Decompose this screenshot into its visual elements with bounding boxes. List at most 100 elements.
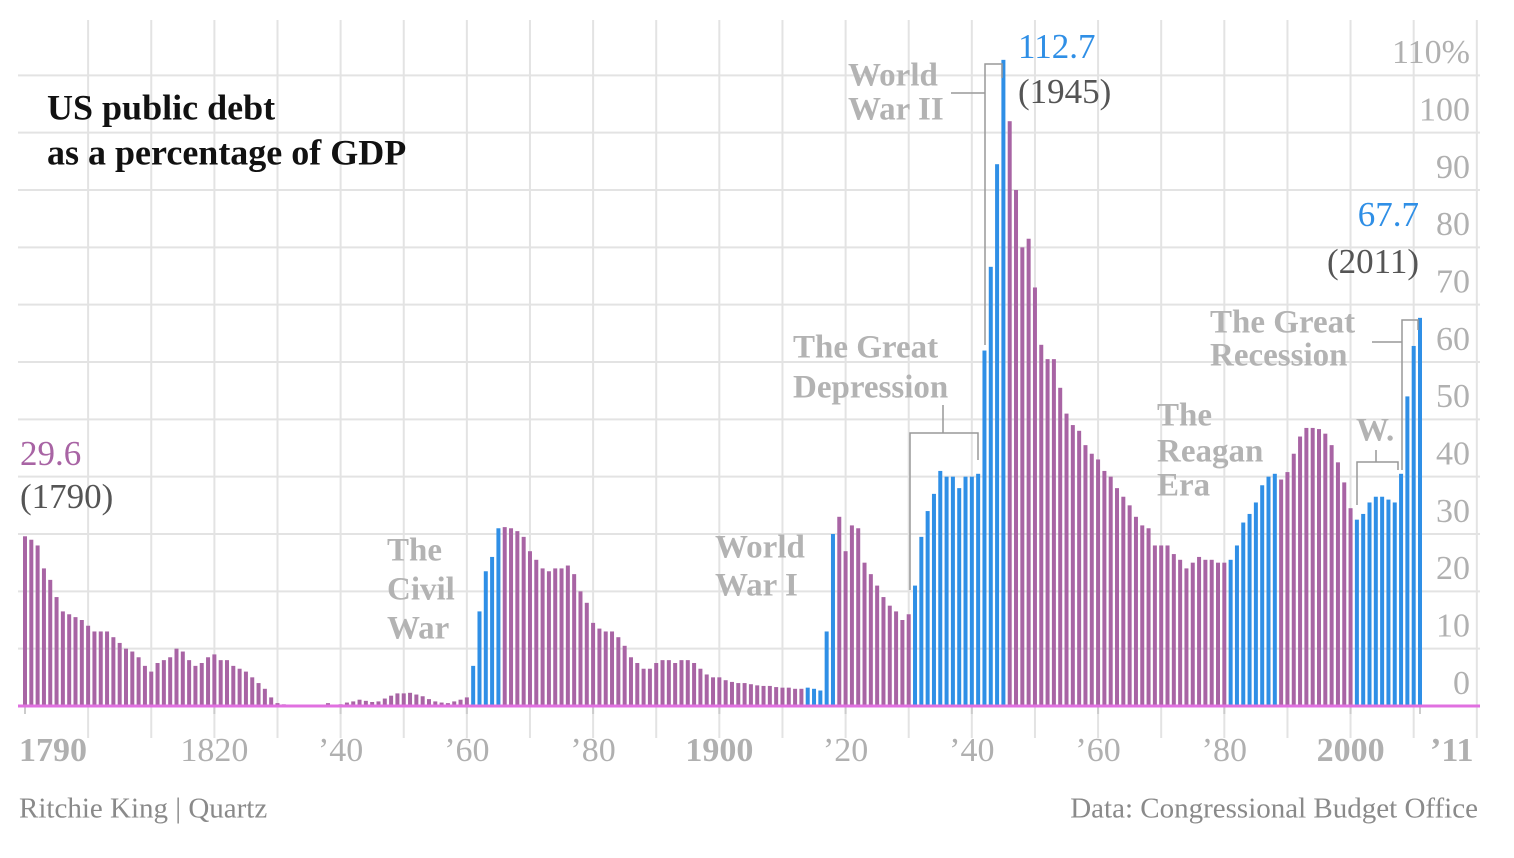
annotation: Depression	[793, 370, 948, 406]
bar	[584, 602, 589, 706]
annotation: The Great	[793, 330, 938, 366]
annotation: The	[387, 533, 442, 569]
bar	[1133, 516, 1138, 706]
bar	[1354, 519, 1359, 706]
bar	[1272, 473, 1277, 706]
bar	[458, 699, 463, 706]
bar	[913, 585, 918, 706]
bar	[976, 473, 981, 706]
bar	[1171, 554, 1176, 706]
bar	[243, 671, 248, 706]
bar	[1380, 496, 1385, 706]
bar	[1127, 505, 1132, 706]
bar	[805, 687, 810, 706]
bar	[433, 701, 438, 706]
bar	[79, 620, 84, 706]
bar	[1298, 436, 1303, 706]
bar	[830, 534, 835, 706]
bar	[603, 631, 608, 706]
bar	[483, 571, 488, 706]
bar	[1310, 427, 1315, 706]
bar	[894, 611, 899, 706]
bar	[193, 665, 198, 706]
bar	[1115, 488, 1120, 706]
bar	[1083, 445, 1088, 706]
bar	[344, 702, 349, 706]
bar	[963, 476, 968, 706]
bar	[231, 665, 236, 706]
bracket	[951, 63, 1003, 345]
bar	[1291, 453, 1296, 706]
bar	[452, 701, 457, 706]
bar	[168, 657, 173, 706]
x-tick-label: ’60	[444, 732, 489, 769]
bar	[1399, 473, 1404, 706]
bar	[1026, 238, 1031, 706]
annotation: Civil	[387, 572, 455, 608]
y-tick-label: 70	[1436, 263, 1470, 300]
y-tick-label: 50	[1436, 378, 1470, 415]
bar	[1216, 562, 1221, 706]
x-tick-label: ’20	[823, 732, 868, 769]
value-label: 29.6	[20, 434, 81, 473]
annotation: W.	[1356, 413, 1394, 449]
title: as a percentage of GDP	[47, 132, 406, 172]
bar	[1089, 453, 1094, 706]
x-tick-label: 1900	[685, 732, 753, 769]
bar	[546, 571, 551, 706]
y-tick-label: 30	[1436, 493, 1470, 530]
bar	[698, 668, 703, 706]
bar	[1077, 430, 1082, 706]
bar	[86, 625, 91, 706]
bar	[1102, 470, 1107, 706]
bar	[123, 648, 128, 706]
bar	[622, 645, 627, 706]
bar	[1197, 556, 1202, 706]
source: Data: Congressional Budget Office	[1070, 793, 1478, 825]
bar	[591, 622, 596, 706]
annotation: The	[1157, 398, 1212, 434]
bars	[18, 59, 1480, 708]
bar	[237, 668, 242, 706]
bar	[471, 665, 476, 706]
x-tick-label: ’40	[949, 732, 994, 769]
bar	[187, 660, 192, 706]
bar	[837, 516, 842, 706]
bracket	[1372, 319, 1419, 470]
bar	[654, 663, 659, 706]
year-label: (2011)	[1327, 242, 1419, 281]
bar	[35, 545, 40, 706]
bar	[382, 698, 387, 706]
bar	[1241, 522, 1246, 706]
bar	[1051, 359, 1056, 706]
grid	[18, 20, 1480, 738]
bar	[370, 701, 375, 706]
y-tick-label: 60	[1436, 321, 1470, 358]
bar	[48, 579, 53, 706]
bar	[1203, 559, 1208, 706]
bar	[786, 687, 791, 706]
bar	[395, 693, 400, 706]
bar	[1178, 559, 1183, 706]
bar	[736, 683, 741, 706]
bar	[1152, 545, 1157, 706]
bar	[748, 684, 753, 706]
bar	[559, 568, 564, 706]
bar	[1253, 502, 1258, 706]
bar	[849, 525, 854, 706]
bar	[161, 660, 166, 706]
bar	[578, 591, 583, 706]
bar	[1361, 513, 1366, 706]
bar	[206, 657, 211, 706]
bar	[73, 617, 78, 706]
bar	[1335, 462, 1340, 706]
bar	[1317, 429, 1322, 706]
annotation: World	[848, 58, 938, 94]
bar	[1222, 562, 1227, 706]
x-tick-label: ’11	[1430, 732, 1473, 769]
bar	[982, 350, 987, 706]
bar	[1373, 496, 1378, 706]
bar	[212, 654, 217, 706]
bar	[224, 660, 229, 706]
